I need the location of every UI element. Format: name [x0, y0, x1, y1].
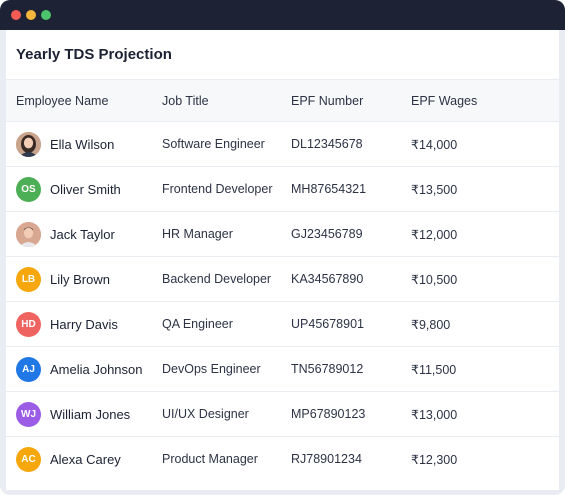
- minimize-window-button[interactable]: [26, 10, 36, 20]
- employee-name[interactable]: Ella Wilson: [50, 136, 115, 152]
- table-row[interactable]: Jack Taylor HR Manager GJ23456789 ₹12,000: [6, 212, 559, 257]
- employee-name-cell: Jack Taylor: [16, 212, 115, 256]
- job-title: UI/UX Designer: [162, 407, 249, 421]
- epf-wages: ₹12,000: [411, 227, 458, 242]
- epf-wages: ₹12,300: [411, 452, 458, 467]
- tds-projection-card: Yearly TDS Projection Employee Name Job …: [6, 30, 559, 490]
- job-title: HR Manager: [162, 227, 233, 241]
- table-body: Ella Wilson Software Engineer DL12345678 ₹1…: [6, 122, 559, 481]
- avatar: OS: [16, 176, 41, 202]
- column-header-epf-number[interactable]: EPF Number: [291, 93, 364, 108]
- epf-number: DL12345678: [291, 137, 363, 151]
- employee-name[interactable]: Amelia Johnson: [50, 361, 143, 377]
- epf-wages: ₹14,000: [411, 137, 458, 152]
- employee-name-cell: HD Harry Davis: [16, 302, 118, 346]
- table-header: Employee Name Job Title EPF Number EPF W…: [6, 80, 559, 122]
- window-titlebar: [0, 0, 565, 30]
- page-title: Yearly TDS Projection: [6, 30, 559, 80]
- employee-name[interactable]: William Jones: [50, 406, 131, 422]
- column-header-employee-name[interactable]: Employee Name: [16, 93, 109, 108]
- employee-name-cell: OS Oliver Smith: [16, 167, 121, 211]
- employee-name[interactable]: Oliver Smith: [50, 181, 121, 197]
- epf-wages: ₹11,500: [411, 362, 457, 377]
- employee-name-cell: AC Alexa Carey: [16, 437, 121, 481]
- employee-name[interactable]: Alexa Carey: [50, 451, 121, 467]
- avatar: HD: [16, 311, 41, 337]
- table-row[interactable]: Ella Wilson Software Engineer DL12345678 ₹1…: [6, 122, 559, 167]
- table-row[interactable]: HD Harry Davis QA Engineer UP45678901 ₹9,800: [6, 302, 559, 347]
- avatar: AJ: [16, 356, 41, 382]
- table-row[interactable]: LB Lily Brown Backend Developer KA34567890 ₹…: [6, 257, 559, 302]
- table-row[interactable]: AJ Amelia Johnson DevOps Engineer TN5678901…: [6, 347, 559, 392]
- avatar-photo-icon: [16, 221, 41, 247]
- epf-number: KA34567890: [291, 272, 364, 286]
- epf-number: UP45678901: [291, 317, 364, 331]
- epf-number: TN56789012: [291, 362, 364, 376]
- epf-wages: ₹13,000: [411, 407, 458, 422]
- avatar: AC: [16, 446, 41, 472]
- job-title: Product Manager: [162, 452, 258, 466]
- job-title: Frontend Developer: [162, 182, 273, 196]
- epf-number: MP67890123: [291, 407, 366, 421]
- table-row[interactable]: WJ William Jones UI/UX Designer MP67890123 ₹…: [6, 392, 559, 437]
- column-header-job-title[interactable]: Job Title: [162, 93, 209, 108]
- table-row[interactable]: AC Alexa Carey Product Manager RJ78901234 ₹1…: [6, 437, 559, 481]
- employee-name[interactable]: Lily Brown: [50, 271, 110, 287]
- close-window-button[interactable]: [11, 10, 21, 20]
- job-title: Software Engineer: [162, 137, 265, 151]
- employee-name-cell: AJ Amelia Johnson: [16, 347, 143, 391]
- employee-name[interactable]: Harry Davis: [50, 316, 118, 332]
- employee-name[interactable]: Jack Taylor: [50, 226, 115, 242]
- job-title: Backend Developer: [162, 272, 272, 286]
- epf-wages: ₹10,500: [411, 272, 458, 287]
- employee-name-cell: Ella Wilson: [16, 122, 114, 166]
- employee-name-cell: LB Lily Brown: [16, 257, 110, 301]
- epf-wages: ₹13,500: [411, 182, 458, 197]
- job-title: QA Engineer: [162, 317, 233, 331]
- epf-wages: ₹9,800: [411, 317, 451, 332]
- job-title: DevOps Engineer: [162, 362, 261, 376]
- avatar-photo-icon: [16, 131, 41, 157]
- epf-number: MH87654321: [291, 182, 367, 196]
- epf-number: GJ23456789: [291, 227, 363, 241]
- employee-name-cell: WJ William Jones: [16, 392, 130, 436]
- avatar: LB: [16, 266, 41, 292]
- avatar: WJ: [16, 401, 41, 427]
- column-header-epf-wages[interactable]: EPF Wages: [411, 93, 478, 108]
- table-row[interactable]: OS Oliver Smith Frontend Developer MH876543…: [6, 167, 559, 212]
- epf-number: RJ78901234: [291, 452, 362, 466]
- maximize-window-button[interactable]: [41, 10, 51, 20]
